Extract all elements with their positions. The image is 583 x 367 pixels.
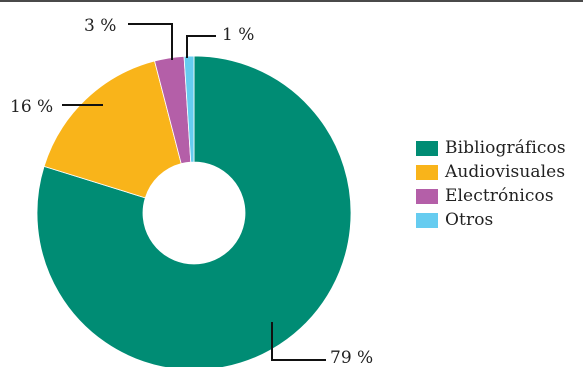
legend-item-audiovisuales: Audiovisuales [416,160,566,184]
slice-bibliograficos [36,55,352,367]
data-label-audiovisuales: 16 % [10,97,53,117]
leader-otros [186,35,216,58]
legend-swatch-electronicos [416,188,438,204]
slices [36,55,352,367]
leader-bibliograficos [271,322,326,361]
legend-swatch-audiovisuales [416,164,438,180]
data-labels: 79 % 16 % 3 % 1 % [10,16,373,367]
legend-label: Electrónicos [445,186,554,206]
legend-item-bibliograficos: Bibliográficos [416,136,566,160]
leader-lines [62,23,326,361]
top-rule [0,0,583,2]
leader-electronicos [128,23,173,60]
slice-audiovisuales [43,60,182,199]
legend-swatch-bibliograficos [416,140,438,156]
legend-item-otros: Otros [416,208,566,232]
legend-swatch-otros [416,212,438,228]
legend-label: Bibliográficos [445,138,566,158]
legend-label: Otros [445,210,494,230]
data-label-otros: 1 % [222,25,254,45]
data-label-electronicos: 3 % [84,16,116,36]
legend-label: Audiovisuales [445,162,566,182]
legend: Bibliográficos Audiovisuales Electrónico… [416,136,566,232]
legend-item-electronicos: Electrónicos [416,184,566,208]
data-label-bibliograficos: 79 % [330,348,373,367]
